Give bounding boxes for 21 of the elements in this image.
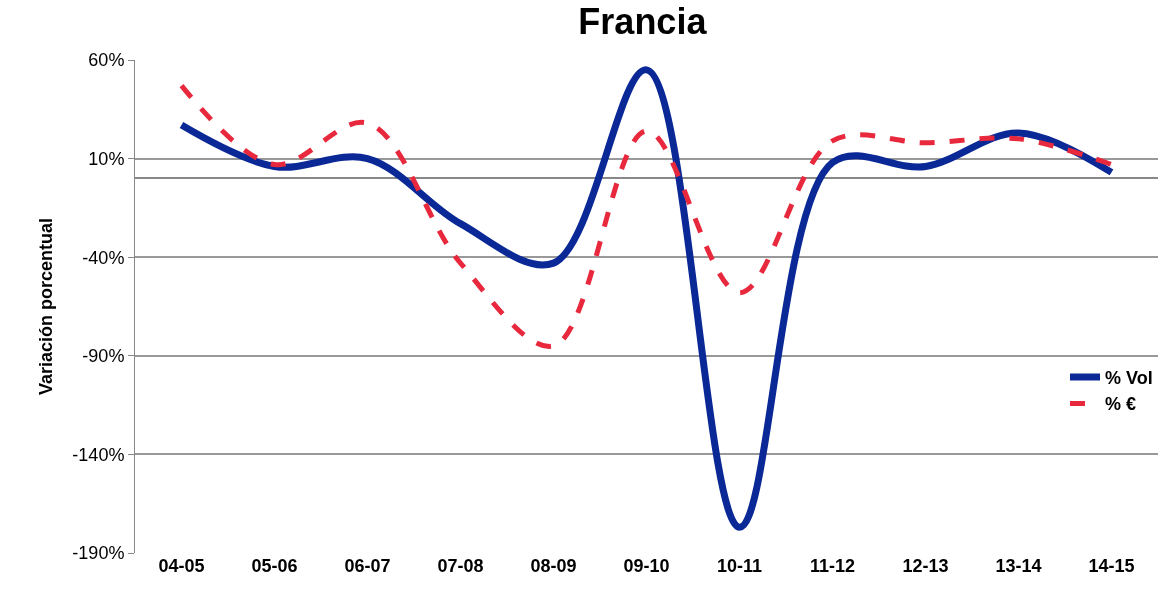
y-tick-label: -90%	[82, 346, 125, 367]
x-tick-label: 12-13	[902, 556, 949, 576]
x-tick-label: 04-05	[158, 556, 205, 576]
x-tick-label: 10-11	[716, 556, 763, 576]
x-tick-label: 05-06	[251, 556, 298, 576]
y-tick-label: -140%	[72, 444, 125, 465]
legend-label: % Vol	[1105, 368, 1153, 389]
legend-label: % €	[1105, 394, 1137, 415]
y-tick-label: -40%	[82, 247, 125, 268]
x-tick-label: 07-08	[437, 556, 484, 576]
x-tick-label: 13-14	[995, 556, 1042, 576]
chart-title: Francia	[578, 1, 708, 43]
x-tick-label: 14-15	[1088, 556, 1135, 576]
x-tick-label: 06-07	[344, 556, 391, 576]
x-tick-label: 09-10	[623, 556, 670, 576]
x-tick-label: 11-12	[809, 556, 856, 576]
x-tick-label: 08-09	[530, 556, 577, 576]
y-axis-title: Variación porcentual	[35, 217, 56, 396]
y-tick-label: 10%	[88, 148, 125, 169]
y-tick-label: -190%	[72, 543, 125, 564]
y-tick-label: 60%	[88, 50, 125, 71]
